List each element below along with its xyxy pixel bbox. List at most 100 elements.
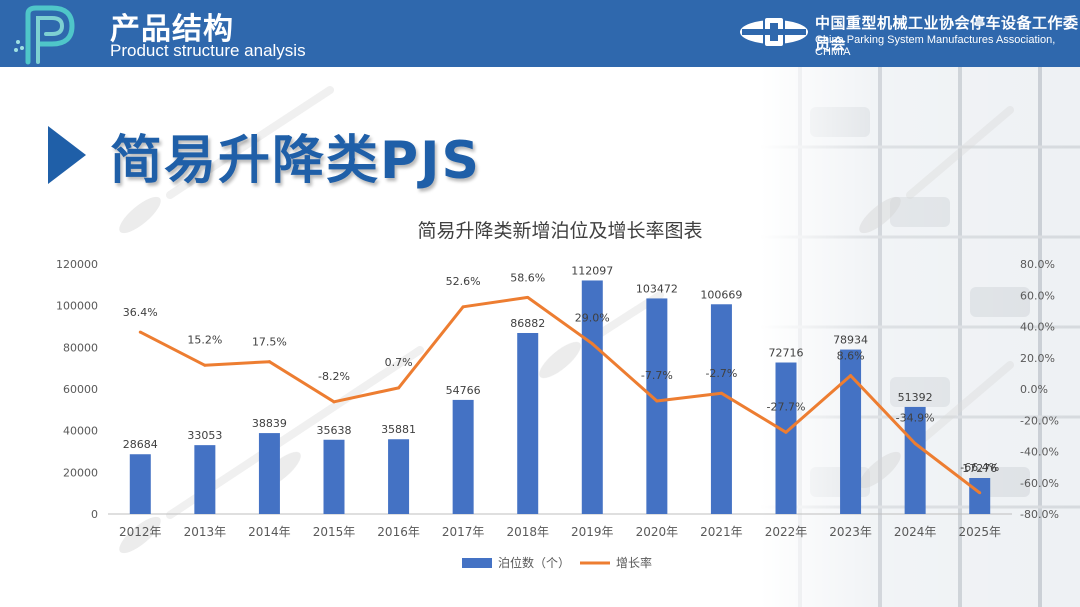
line-point <box>590 342 594 346</box>
line-point <box>655 399 659 403</box>
bar-data-label: 103472 <box>636 282 678 295</box>
org-name-cn: 中国重型机械工业协会停车设备工作委员会 <box>815 14 1079 53</box>
line-point <box>849 374 853 378</box>
y-right-tick-label: -40.0% <box>1020 446 1059 459</box>
line-point <box>332 400 336 404</box>
y-left-tick-label: 20000 <box>63 466 98 479</box>
section-title: 简易升降类PJS <box>110 131 481 191</box>
line-data-label: 8.6% <box>837 350 865 363</box>
line-data-label: -66.4% <box>960 461 999 474</box>
x-tick-label: 2019年 <box>571 525 614 539</box>
line-point <box>784 430 788 434</box>
bar <box>388 439 410 514</box>
y-left-tick-label: 0 <box>91 508 98 521</box>
line-data-label: -7.7% <box>641 369 673 382</box>
bar-data-label: 28684 <box>123 438 158 451</box>
bar <box>969 478 991 514</box>
y-right-tick-label: 20.0% <box>1020 352 1055 365</box>
bar-data-label: 72716 <box>769 347 804 360</box>
bar <box>323 439 345 514</box>
line-data-label: 52.6% <box>446 275 481 288</box>
logo-p-icon <box>14 5 75 65</box>
y-right-tick-label: -80.0% <box>1020 508 1059 521</box>
line-data-label: 15.2% <box>187 333 222 346</box>
x-tick-label: 2021年 <box>700 525 743 539</box>
background-garage-image <box>760 67 1080 607</box>
line-data-label: -27.7% <box>767 400 806 413</box>
line-data-label: -8.2% <box>318 370 350 383</box>
bar <box>452 399 474 514</box>
line-point <box>203 363 207 367</box>
header-title: 产品结构 <box>110 12 234 47</box>
line-point <box>267 360 271 364</box>
bar-data-label: 35881 <box>381 423 416 436</box>
y-right-tick-label: -20.0% <box>1020 414 1059 427</box>
bar-data-label: 35638 <box>317 424 352 437</box>
legend-bar-swatch <box>462 558 492 568</box>
y-left-tick-label: 60000 <box>63 383 98 396</box>
bar <box>646 298 668 514</box>
line-data-label: 0.7% <box>385 356 413 369</box>
bar <box>129 454 151 514</box>
line-data-label: 58.6% <box>510 271 545 284</box>
bar <box>710 304 732 514</box>
x-tick-label: 2022年 <box>765 525 808 539</box>
line-point <box>719 391 723 395</box>
y-left-tick-label: 120000 <box>56 258 98 271</box>
org-name-en: China Parking System Manufactures Associ… <box>815 34 1056 58</box>
bar <box>840 349 862 514</box>
bar <box>775 362 797 514</box>
header-subtitle: Product structure analysis <box>110 41 306 60</box>
header-bar: 产品结构 Product structure analysis 中国重型机械工业… <box>0 0 1080 67</box>
line-point <box>138 330 142 334</box>
x-tick-label: 2018年 <box>506 525 549 539</box>
line-point <box>461 305 465 309</box>
y-right-tick-label: 0.0% <box>1020 383 1048 396</box>
y-right-tick-label: 80.0% <box>1020 258 1055 271</box>
bar-data-label: 112097 <box>571 264 613 277</box>
legend-bar-label: 泊位数（个） <box>498 555 570 570</box>
line-point <box>397 386 401 390</box>
bar-data-label: 51392 <box>898 391 933 404</box>
x-tick-label: 2017年 <box>442 525 485 539</box>
bar <box>517 332 539 514</box>
x-tick-label: 2015年 <box>313 525 356 539</box>
bar <box>194 445 216 514</box>
y-right-tick-label: 60.0% <box>1020 289 1055 302</box>
x-tick-label: 2012年 <box>119 525 162 539</box>
bar-data-label: 54766 <box>446 384 481 397</box>
line-point <box>913 442 917 446</box>
y-left-tick-label: 100000 <box>56 300 98 313</box>
chart-title: 简易升降类新增泊位及增长率图表 <box>417 220 702 242</box>
line-data-label: 36.4% <box>123 306 158 319</box>
bar-data-label: 86882 <box>510 317 545 330</box>
y-left-tick-label: 40000 <box>63 425 98 438</box>
line-point <box>978 491 982 495</box>
line-data-label: -2.7% <box>705 367 737 380</box>
legend-line-label: 增长率 <box>616 555 652 570</box>
line-data-label: 29.0% <box>575 312 610 325</box>
y-right-tick-label: 40.0% <box>1020 321 1055 334</box>
x-tick-label: 2016年 <box>377 525 420 539</box>
y-right-tick-label: -60.0% <box>1020 477 1059 490</box>
y-left-tick-label: 80000 <box>63 341 98 354</box>
org-logo-icon <box>740 16 808 48</box>
x-tick-label: 2013年 <box>184 525 227 539</box>
x-tick-label: 2024年 <box>894 525 937 539</box>
x-tick-label: 2025年 <box>958 525 1001 539</box>
bar <box>258 433 280 514</box>
bar-data-label: 17276 <box>962 462 997 475</box>
bar-data-label: 100669 <box>700 288 742 301</box>
line-point <box>526 295 530 299</box>
x-tick-label: 2020年 <box>636 525 679 539</box>
growth-rate-line <box>139 295 981 494</box>
bar-data-label: 78934 <box>833 334 868 347</box>
x-tick-label: 2014年 <box>248 525 291 539</box>
bar-data-label: 33053 <box>187 429 222 442</box>
play-arrow-icon <box>48 126 86 184</box>
x-tick-label: 2023年 <box>829 525 872 539</box>
bar <box>904 406 926 514</box>
line-data-label: 17.5% <box>252 336 287 349</box>
bar-data-label: 38839 <box>252 417 287 430</box>
